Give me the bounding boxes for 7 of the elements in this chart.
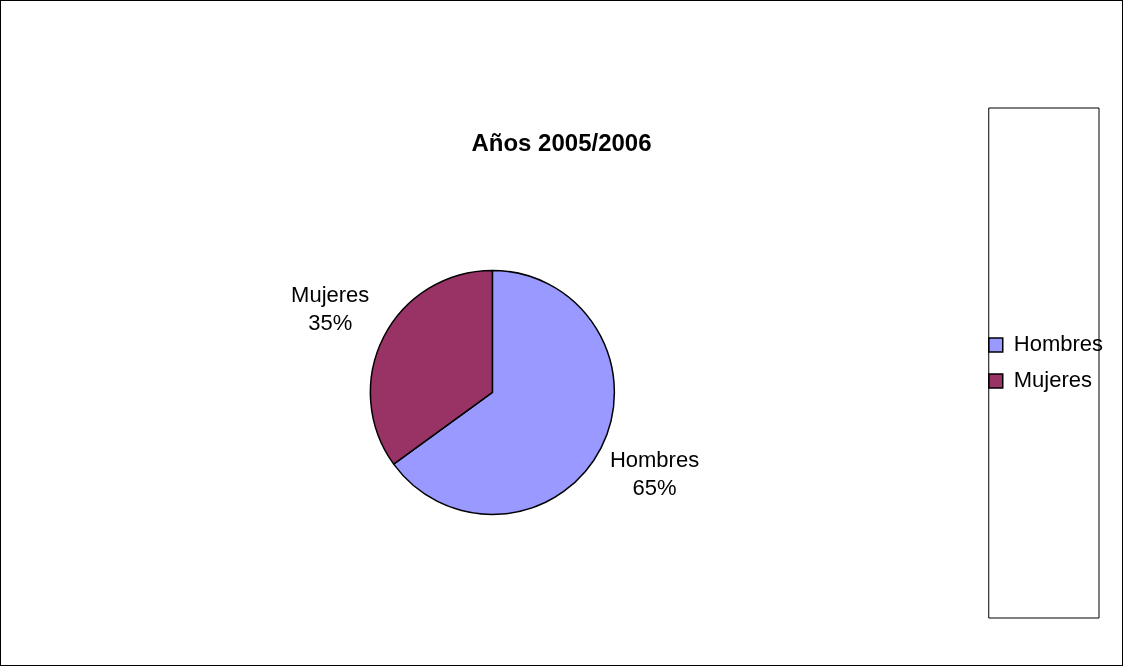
data-label: 35% — [308, 309, 353, 335]
chart-title: Años 2005/2006 — [471, 129, 652, 157]
legend-label: Hombres — [1013, 331, 1103, 357]
data-label: 65% — [632, 475, 677, 501]
slice-label: Hombres — [609, 447, 700, 473]
legend-label: Mujeres — [1013, 367, 1092, 393]
slice-label: Mujeres — [291, 281, 370, 307]
